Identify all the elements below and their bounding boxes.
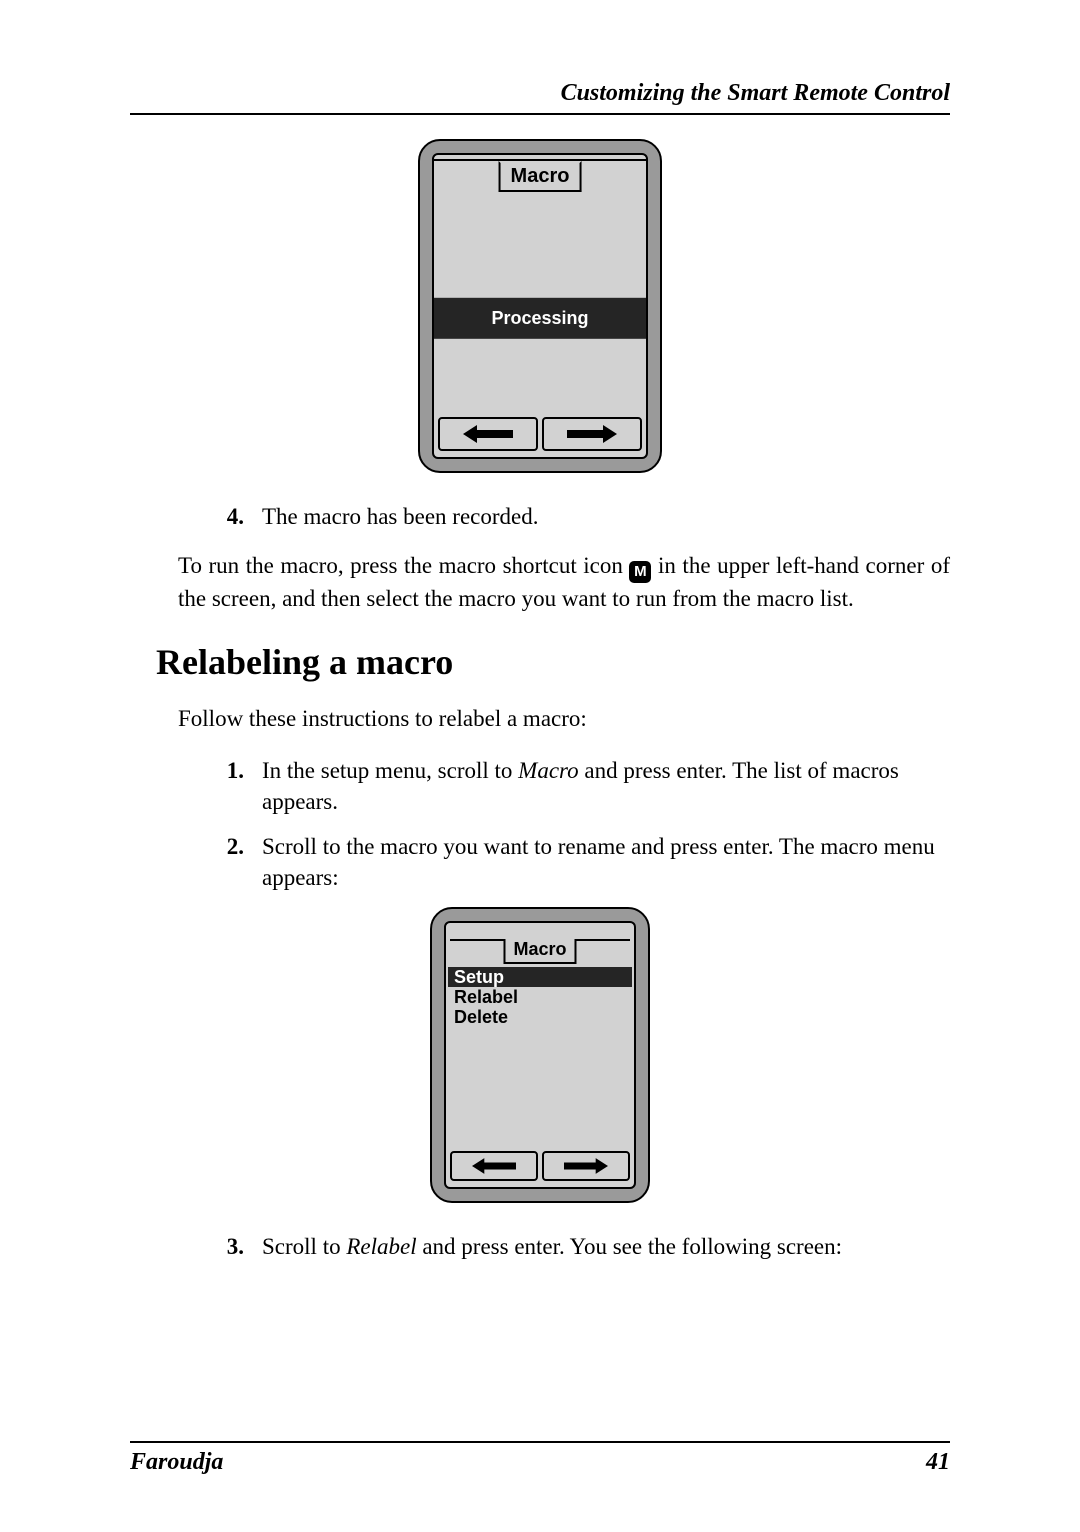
document-page: Customizing the Smart Remote Control Mac… bbox=[0, 0, 1080, 1532]
keyword: Relabel bbox=[346, 1234, 416, 1259]
processing-status-bar: Processing bbox=[434, 298, 646, 339]
step-1: 1. In the setup menu, scroll to Macro an… bbox=[130, 755, 950, 817]
remote-illustration-processing: Macro Processing bbox=[418, 139, 662, 473]
header-rule bbox=[130, 113, 950, 115]
text-pre: In the setup menu, scroll to bbox=[262, 758, 518, 783]
menu-item-relabel[interactable]: Relabel bbox=[448, 987, 632, 1007]
left-arrow-button[interactable] bbox=[438, 417, 538, 451]
text-post: and press enter. You see the following s… bbox=[417, 1234, 842, 1259]
remote-screen: Macro Processing bbox=[432, 153, 648, 459]
arrow-left-icon bbox=[472, 1158, 516, 1174]
step-number: 4. bbox=[220, 501, 262, 532]
macro-menu-list: Setup Relabel Delete bbox=[448, 967, 632, 1027]
arrow-left-icon bbox=[463, 425, 513, 443]
remote-illustration-menu: Macro Setup Relabel Delete bbox=[430, 907, 650, 1203]
step-text: Scroll to the macro you want to rename a… bbox=[262, 831, 950, 893]
step-2: 2. Scroll to the macro you want to renam… bbox=[130, 831, 950, 893]
footer-row: Faroudja 41 bbox=[130, 1449, 950, 1476]
nav-button-row bbox=[450, 1151, 630, 1181]
screen-tab-label: Macro bbox=[499, 161, 582, 192]
text-pre: Scroll to bbox=[262, 1234, 346, 1259]
page-footer: Faroudja 41 bbox=[130, 1441, 950, 1476]
para-prefix: To run the macro, press the macro shortc… bbox=[178, 553, 629, 578]
step-number: 3. bbox=[220, 1231, 262, 1262]
step-number: 2. bbox=[220, 831, 262, 893]
section-intro: Follow these instructions to relabel a m… bbox=[178, 703, 950, 735]
step-text: Scroll to Relabel and press enter. You s… bbox=[262, 1231, 950, 1262]
right-arrow-button[interactable] bbox=[542, 1151, 630, 1181]
remote-screen: Macro Setup Relabel Delete bbox=[444, 921, 636, 1189]
nav-button-row bbox=[438, 417, 642, 451]
keyword: Macro bbox=[518, 758, 578, 783]
run-macro-paragraph: To run the macro, press the macro shortc… bbox=[178, 550, 950, 615]
step-number: 1. bbox=[220, 755, 262, 817]
screen-tab-label: Macro bbox=[503, 939, 576, 964]
running-header: Customizing the Smart Remote Control bbox=[130, 80, 950, 113]
section-heading: Relabeling a macro bbox=[156, 641, 950, 683]
step-3: 3. Scroll to Relabel and press enter. Yo… bbox=[130, 1231, 950, 1262]
menu-item-setup[interactable]: Setup bbox=[448, 967, 632, 987]
step-4: 4. The macro has been recorded. bbox=[130, 501, 950, 532]
left-arrow-button[interactable] bbox=[450, 1151, 538, 1181]
arrow-right-icon bbox=[564, 1158, 608, 1174]
footer-rule bbox=[130, 1441, 950, 1443]
arrow-right-icon bbox=[567, 425, 617, 443]
step-text: In the setup menu, scroll to Macro and p… bbox=[262, 755, 950, 817]
right-arrow-button[interactable] bbox=[542, 417, 642, 451]
step-text: The macro has been recorded. bbox=[262, 501, 950, 532]
footer-brand: Faroudja bbox=[130, 1449, 223, 1476]
page-number: 41 bbox=[926, 1449, 950, 1476]
menu-item-delete[interactable]: Delete bbox=[448, 1007, 632, 1027]
macro-shortcut-icon: M bbox=[629, 561, 651, 583]
